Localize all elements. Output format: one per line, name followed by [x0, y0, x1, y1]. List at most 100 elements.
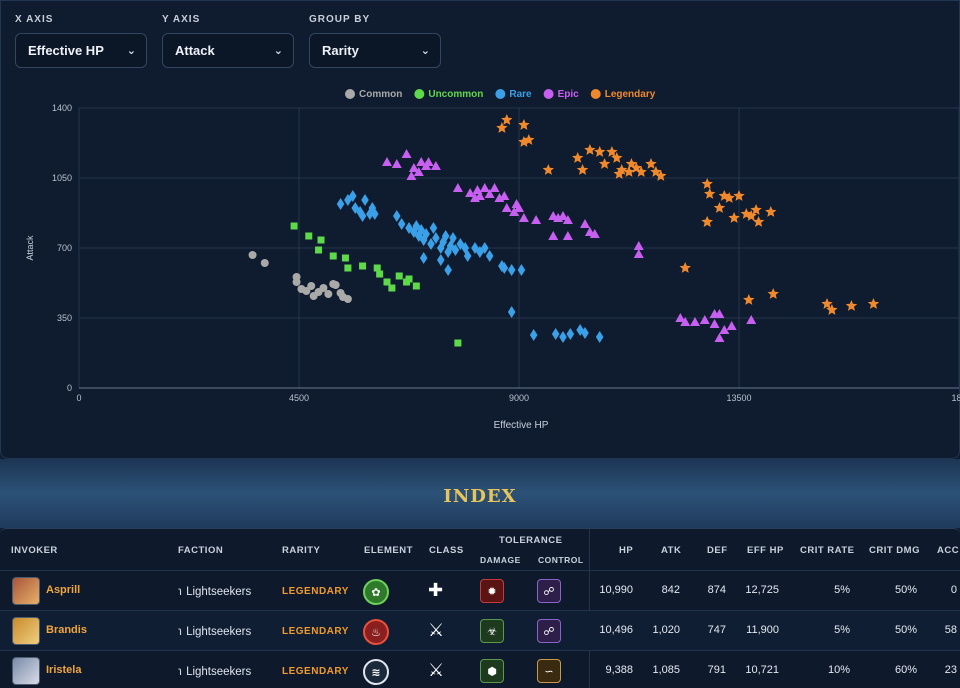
cross-icon: ✚ — [428, 580, 444, 600]
y-axis-select[interactable]: Attack ⌄ — [162, 33, 294, 68]
epic-point — [633, 241, 644, 250]
uncommon-point — [405, 275, 413, 283]
y-tick-label: 350 — [57, 313, 72, 323]
legendary-point — [623, 166, 635, 177]
header-eff-hp[interactable]: EFF HP — [747, 545, 784, 556]
rare-point — [507, 264, 516, 276]
legendary-point — [723, 192, 735, 203]
header-damage[interactable]: DAMAGE — [480, 555, 521, 565]
invoker-name[interactable]: Asprill — [46, 584, 81, 596]
epic-point — [726, 321, 737, 330]
rare-point — [414, 230, 423, 242]
rare-point — [419, 252, 428, 264]
epic-point — [719, 325, 730, 334]
header-control[interactable]: CONTROL — [538, 555, 584, 565]
rare-point — [551, 328, 560, 340]
legendary-point — [701, 216, 713, 227]
header-crit-dmg[interactable]: CRIT DMG — [869, 545, 920, 556]
header-invoker[interactable]: INVOKER — [11, 545, 58, 556]
common-point — [302, 287, 311, 295]
uncommon-point — [454, 339, 462, 347]
epic-point — [401, 149, 412, 158]
epic-point — [548, 231, 559, 240]
crit-rate-value: 10% — [827, 664, 850, 676]
header-faction[interactable]: FACTION — [178, 545, 224, 556]
uncommon-point — [305, 232, 313, 240]
legendary-point — [611, 152, 623, 163]
rare-point — [595, 331, 604, 343]
chevron-down-icon: ⌄ — [273, 45, 283, 57]
rare-point — [344, 194, 352, 206]
header-class[interactable]: CLASS — [429, 545, 464, 556]
rare-point — [446, 240, 455, 252]
invoker-table: INVOKER FACTION RARITY ELEMENT CLASS TOL… — [0, 528, 960, 688]
uncommon-point — [383, 278, 391, 286]
epic-point — [489, 183, 500, 192]
legendary-point — [728, 212, 740, 223]
header-def[interactable]: DEF — [707, 545, 728, 556]
x-tick-label: 9000 — [509, 393, 529, 403]
invoker-name[interactable]: Brandis — [46, 624, 87, 636]
legendary-point — [645, 158, 657, 169]
table-row[interactable]: Iristela ℩ Lightseekers LEGENDARY ≋ ⚔ ⬢ ∽… — [0, 650, 960, 688]
rare-point — [348, 190, 357, 202]
epic-point — [746, 315, 757, 324]
rare-point — [336, 198, 345, 210]
rare-point — [432, 232, 440, 244]
common-point — [329, 280, 338, 288]
epic-point — [465, 188, 476, 197]
faction-cell: ℩ Lightseekers — [178, 624, 252, 638]
epic-point — [709, 319, 720, 328]
rare-point — [392, 210, 401, 222]
epic-point — [474, 191, 485, 200]
x-tick-label: 4500 — [289, 393, 309, 403]
rare-point — [419, 234, 428, 246]
x-axis-select[interactable]: Effective HP ⌄ — [15, 33, 147, 68]
header-rarity[interactable]: RARITY — [282, 545, 321, 556]
header-element[interactable]: ELEMENT — [364, 545, 413, 556]
crit-rate-value: 5% — [834, 584, 850, 596]
rarity-cell: LEGENDARY — [282, 586, 349, 597]
rare-point — [559, 331, 567, 343]
table-row[interactable]: Asprill ℩ Lightseekers LEGENDARY ✿ ✚ ✹ ☍ … — [0, 570, 960, 611]
uncommon-point — [412, 282, 420, 290]
table-row[interactable]: Brandis ℩ Lightseekers LEGENDARY ♨ ⚔ ☣ ☍ … — [0, 610, 960, 651]
y-tick-label: 1400 — [52, 103, 72, 113]
rare-point — [422, 228, 430, 240]
legendary-point — [518, 136, 530, 147]
avatar — [12, 617, 40, 645]
header-crit-rate[interactable]: CRIT RATE — [800, 545, 855, 556]
uncommon-point — [341, 254, 349, 262]
epic-point — [430, 161, 441, 170]
x-axis-title: Effective HP — [494, 420, 549, 431]
atk-value: 1,020 — [652, 624, 680, 636]
epic-point — [562, 231, 573, 240]
acc-value: 23 — [944, 664, 957, 676]
uncommon-point — [373, 264, 381, 272]
damage-tolerance-icon: ☣ — [480, 619, 504, 643]
legendary-point — [867, 298, 880, 309]
epic-point — [562, 215, 573, 224]
legendary-point — [613, 168, 625, 179]
avatar — [12, 657, 40, 685]
legendary-point — [826, 304, 838, 315]
group-by-select[interactable]: Rarity ⌄ — [309, 33, 441, 68]
damage-tolerance-icon: ⬢ — [480, 659, 504, 683]
hp-value: 9,388 — [605, 664, 633, 676]
invoker-name[interactable]: Iristela — [46, 664, 82, 676]
avatar — [12, 577, 40, 605]
epic-point — [501, 203, 512, 212]
rare-point — [397, 218, 406, 230]
legendary-point — [679, 262, 691, 273]
rare-point — [436, 254, 445, 266]
epic-point — [452, 183, 463, 192]
leaf-icon: ✿ — [363, 579, 389, 605]
header-atk[interactable]: ATK — [661, 545, 682, 556]
control-tolerance-icon: ☍ — [537, 579, 561, 603]
header-hp[interactable]: HP — [619, 545, 634, 556]
faction-cell: ℩ Lightseekers — [178, 664, 252, 678]
uncommon-point — [359, 262, 367, 270]
sword-icon: ⚔ — [428, 620, 445, 640]
crit-rate-value: 5% — [834, 624, 850, 636]
header-acc[interactable]: ACC — [937, 545, 960, 556]
